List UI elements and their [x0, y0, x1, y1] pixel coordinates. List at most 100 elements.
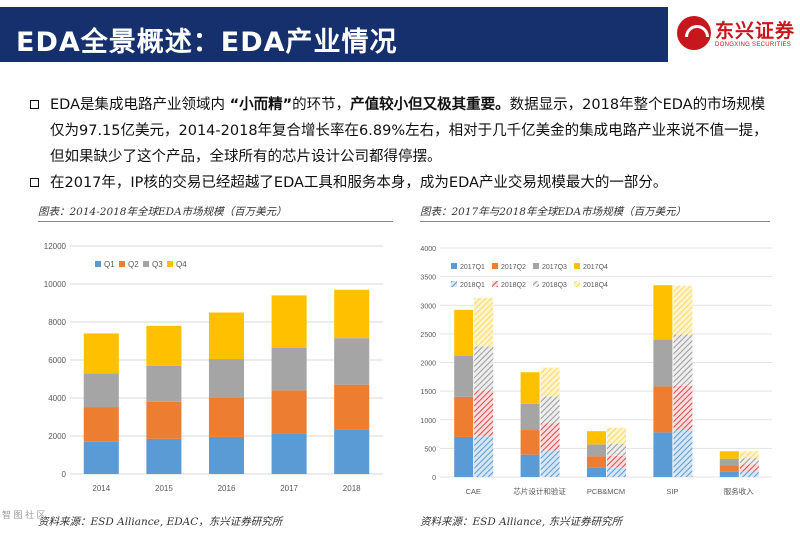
legend-swatch — [143, 261, 149, 267]
right-chart-source: 资料来源：ESD Alliance, 东兴证券研究所 — [420, 516, 623, 528]
bar-segment — [146, 401, 182, 439]
x-tick-label: 2016 — [218, 484, 236, 493]
bar-segment — [653, 285, 673, 340]
bar-segment — [719, 465, 739, 472]
bar-segment — [653, 339, 673, 387]
bar-segment — [540, 450, 560, 477]
right-chart-caption: 图表：2017年与2018年全球EDA市场规模（百万美元） — [420, 206, 687, 218]
legend-label: Q1 — [104, 260, 115, 269]
bar-segment — [146, 365, 182, 402]
legend-label: 2018Q3 — [542, 282, 567, 289]
bar-segment — [474, 436, 494, 477]
bar-segment — [587, 456, 606, 468]
bullet-text-part: EDA是集成电路产业领域内 — [50, 97, 230, 113]
bar-segment — [520, 454, 540, 477]
y-tick-label: 8000 — [48, 318, 66, 327]
legend-swatch — [533, 281, 539, 287]
bar-segment — [540, 396, 560, 424]
bullet-text: 在2017年，IP核的交易已经超越了EDA工具和服务本身，成为EDA产业交易规模… — [50, 175, 668, 191]
bar-segment — [673, 385, 693, 431]
bar-segment — [540, 423, 560, 451]
bar-segment — [520, 403, 540, 431]
left-chart-source: 资料来源：ESD Alliance, EDAC，东兴证券研究所 — [38, 516, 283, 528]
legend-swatch — [95, 261, 101, 267]
page-title: EDA全景概述：EDA产业情况 — [16, 27, 398, 58]
legend-swatch — [492, 281, 498, 287]
y-tick-label: 4000 — [48, 394, 66, 403]
bullet-item-2: 在2017年，IP核的交易已经超越了EDA工具和服务本身，成为EDA产业交易规模… — [30, 170, 775, 196]
bar-segment — [208, 359, 245, 398]
legend-label: 2018Q4 — [583, 282, 608, 289]
y-tick-label: 4000 — [420, 246, 436, 253]
bar-segment — [719, 471, 739, 477]
bar-segment — [587, 467, 606, 477]
bar-segment — [739, 464, 759, 472]
company-logo: 东兴证券 DONGXING SECURITIES — [673, 14, 797, 60]
bar-segment — [271, 433, 307, 474]
bar-segment — [271, 390, 307, 434]
bar-segment — [271, 347, 307, 391]
x-tick-label: 2017 — [280, 484, 298, 493]
left-stacked-bar-chart: 0 2000 4000 6000 8000 10000 12000 2014 2015 2016 2… — [44, 242, 383, 493]
bar-segment — [474, 346, 494, 391]
legend-swatch — [451, 263, 457, 269]
legend-swatch — [533, 263, 539, 269]
bar-segment — [208, 398, 245, 437]
bar-segment — [607, 427, 626, 444]
y-tick-label: 2000 — [48, 432, 66, 441]
bar-segment — [208, 436, 245, 474]
x-tick-label: CAE — [465, 487, 480, 496]
title-bar: EDA全景概述：EDA产业情况 — [0, 7, 668, 62]
y-tick-label: 2000 — [420, 361, 436, 368]
bar-segment — [83, 407, 119, 442]
y-tick-label: 3500 — [420, 275, 436, 282]
logo-name-cn: 东兴证券 — [715, 20, 796, 42]
legend-swatch — [167, 261, 173, 267]
x-tick-label: 服务收入 — [724, 486, 754, 496]
caption-divider — [420, 221, 770, 222]
legend-label: 2018Q1 — [460, 282, 485, 289]
bar-segment — [607, 443, 626, 456]
bar-segment — [520, 430, 540, 455]
bar-segment — [587, 431, 606, 445]
bar-segment — [719, 451, 739, 459]
bullet-text-part: 的环节， — [292, 97, 351, 113]
bar-segment — [334, 289, 370, 339]
bullet-text-part: 数据显示，2018年整个EDA的市场规模仅为97.15亿美元，2014-2018… — [50, 97, 768, 165]
bar-segment — [271, 295, 307, 348]
bar-segment — [334, 429, 370, 474]
legend-swatch — [574, 263, 580, 269]
bar-segment — [719, 458, 739, 466]
square-bullet-icon — [30, 100, 39, 109]
legend-label: 2017Q4 — [583, 264, 608, 271]
bullet-highlight: 产值较小但又极其重要。 — [350, 97, 510, 113]
x-tick-label: 2014 — [92, 484, 110, 493]
bar-segment — [653, 386, 673, 433]
y-tick-label: 10000 — [44, 280, 67, 289]
legend-swatch — [119, 261, 125, 267]
bar-segment — [673, 285, 693, 335]
left-chart-caption: 图表：2014-2018年全球EDA市场规模（百万美元） — [38, 206, 287, 218]
y-tick-label: 0 — [62, 470, 67, 479]
bar-segment — [739, 471, 759, 477]
x-tick-label: SIP — [666, 487, 678, 496]
bar-segment — [540, 367, 560, 397]
legend-label: 2017Q1 — [460, 264, 485, 271]
y-tick-label: 3000 — [420, 303, 436, 310]
bar-segment — [83, 441, 119, 474]
right-grouped-stacked-bar-chart: 0 500 1000 1500 2000 2500 3000 3500 4000 CAE 芯片设计和… — [420, 246, 772, 496]
x-tick-label: PCB&MCM — [587, 487, 625, 496]
bar-segment — [474, 390, 494, 437]
y-tick-label: 6000 — [48, 356, 66, 365]
legend-swatch — [451, 281, 457, 287]
bar-segment — [83, 333, 119, 374]
bar-segment — [83, 373, 119, 408]
x-tick-label: 2018 — [343, 484, 361, 493]
bar-segment — [454, 396, 474, 437]
legend-label: 2017Q2 — [501, 264, 526, 271]
x-tick-label: 芯片设计和验证 — [513, 486, 566, 496]
bullet-item-1: EDA是集成电路产业领域内 “小而精”的环节，产值较小但又极其重要。数据显示，2… — [30, 92, 775, 170]
bar-segment — [653, 432, 673, 477]
logo-name-en: DONGXING SECURITIES — [715, 42, 792, 48]
legend-label: 2018Q2 — [501, 282, 526, 289]
